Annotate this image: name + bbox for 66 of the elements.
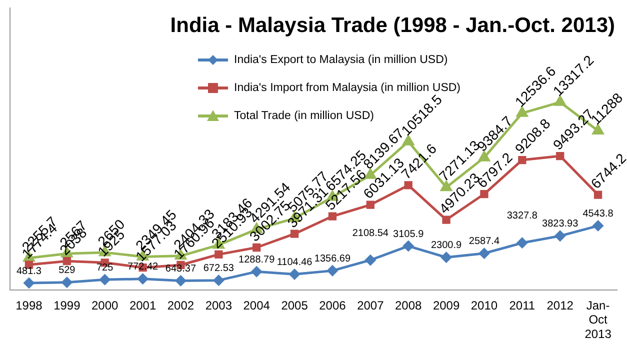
point — [442, 216, 450, 224]
x-tick-label: 2006 — [319, 298, 346, 312]
point — [594, 190, 602, 199]
x-tick-label: 2010 — [470, 298, 498, 312]
point — [252, 243, 261, 252]
data-label: 2587.4 — [468, 236, 500, 248]
x-tick-label: 2009 — [432, 298, 460, 312]
point — [138, 274, 148, 284]
legend-label: India's Export to Malaysia (in million USD) — [234, 54, 448, 66]
point — [100, 274, 110, 285]
data-label: 1288.79 — [238, 254, 276, 266]
point — [554, 96, 566, 106]
x-tick-label: Jan-Oct 2013 — [584, 298, 612, 342]
point — [290, 230, 299, 238]
point — [592, 124, 604, 134]
point — [404, 181, 412, 190]
point — [24, 278, 34, 288]
x-tick-label: 2012 — [546, 298, 574, 312]
point — [592, 220, 604, 232]
point — [480, 190, 488, 198]
data-label: 4543.8 — [582, 208, 614, 220]
point — [441, 252, 452, 263]
x-tick-label: 2000 — [91, 298, 119, 312]
point — [251, 266, 262, 277]
data-label: 2300.9 — [430, 240, 462, 252]
point — [556, 152, 564, 160]
legend-label: Total Trade (in million USD) — [234, 110, 374, 122]
point — [516, 238, 528, 248]
x-tick-label: 2001 — [129, 298, 156, 312]
point — [214, 250, 223, 258]
point — [478, 248, 490, 259]
x-tick-label: 1999 — [54, 298, 81, 312]
x-tick-label: 2011 — [509, 298, 536, 312]
point — [328, 212, 337, 220]
point — [213, 275, 224, 286]
data-label: 1104.46 — [276, 256, 313, 268]
point — [516, 106, 528, 117]
point — [62, 257, 71, 266]
x-tick-label: 2004 — [243, 298, 270, 312]
point — [62, 277, 72, 288]
x-tick-label: 1998 — [16, 298, 43, 312]
data-label: 643.37 — [165, 263, 196, 274]
x-tick-label: 2007 — [357, 298, 384, 312]
data-label: 672.53 — [203, 263, 234, 274]
x-tick-label: 2003 — [205, 298, 232, 312]
x-tick-label: 2002 — [167, 298, 194, 312]
data-label: 1356.69 — [314, 253, 351, 264]
chart-title: India - Malaysia Trade (1998 - Jan.-Oct. 2013) — [170, 14, 615, 38]
data-label: 481.3 — [16, 266, 42, 277]
x-tick-label: 2005 — [281, 298, 308, 312]
data-label: 725 — [96, 262, 114, 274]
point — [289, 268, 300, 280]
legend-label: India's Import from Malaysia (in million USD) — [234, 82, 461, 94]
point — [554, 230, 566, 242]
point — [518, 156, 526, 164]
data-label: 529 — [58, 265, 76, 276]
data-label: 3823.93 — [542, 218, 579, 230]
point — [366, 200, 374, 209]
point — [175, 275, 186, 286]
data-label: 3105.9 — [393, 228, 424, 240]
point — [327, 265, 338, 276]
data-label: 2108.54 — [352, 228, 389, 239]
point — [365, 254, 376, 266]
x-tick-label: 2008 — [394, 298, 422, 312]
point — [403, 240, 414, 252]
data-label: 3327.8 — [506, 210, 538, 222]
